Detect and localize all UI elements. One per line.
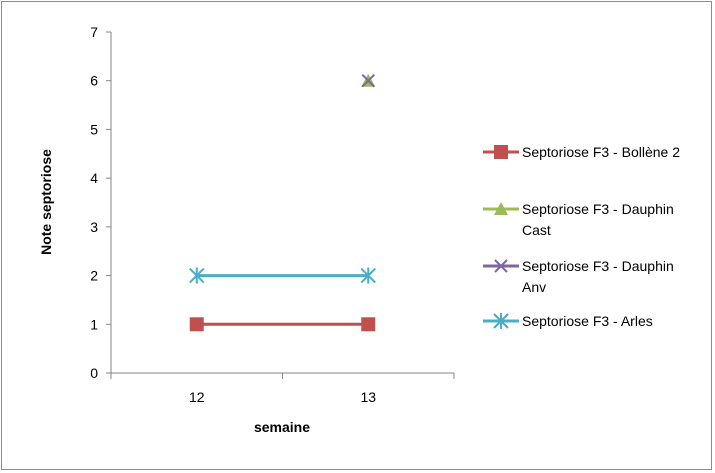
square-marker <box>189 317 204 332</box>
y-tick-label: 5 <box>90 121 98 137</box>
legend-label: Septoriose F3 - Arles <box>522 313 653 329</box>
legend-label: Septoriose F3 - Dauphin <box>522 258 674 274</box>
y-axis-title: Note septoriose <box>38 149 54 255</box>
x-marker-stroke <box>361 74 375 88</box>
x-tick-label: 13 <box>360 389 376 405</box>
y-tick-label: 1 <box>90 316 98 332</box>
legend-item: Septoriose F3 - Dauphin Anv <box>483 258 674 295</box>
x-axis-title: semaine <box>254 419 310 435</box>
x-marker-stroke <box>494 259 508 273</box>
y-tick-label: 6 <box>90 73 98 89</box>
legend-item: Septoriose F3 - Bollène 2 <box>483 144 680 160</box>
legend-label: Anv <box>522 279 546 295</box>
legend-swatch-marker <box>494 259 508 273</box>
y-tick-label: 7 <box>90 24 98 40</box>
legend-swatch-marker <box>493 313 509 329</box>
legend-swatch-marker <box>494 145 508 159</box>
square-marker <box>494 145 508 159</box>
y-tick-labels: 0 1 2 3 4 5 6 7 <box>90 24 98 381</box>
x-tick-label: 12 <box>189 389 205 405</box>
y-tick-label: 2 <box>90 268 98 284</box>
series-4 <box>189 267 376 284</box>
y-tick-label: 3 <box>90 219 98 235</box>
data-point <box>361 74 375 88</box>
square-marker <box>361 317 376 332</box>
data-point <box>360 267 376 284</box>
y-tick-label: 0 <box>90 365 98 381</box>
data-point <box>189 267 205 284</box>
legend-item: Septoriose F3 - Arles <box>483 313 653 329</box>
legend-label: Septoriose F3 - Dauphin <box>522 201 674 217</box>
triangle-marker <box>494 202 508 215</box>
data-point <box>361 317 376 332</box>
x-tick-labels: 12 13 <box>189 389 376 405</box>
data-point <box>189 317 204 332</box>
axes <box>106 31 455 379</box>
legend-swatch-marker <box>494 202 508 215</box>
legend-item: Septoriose F3 - Dauphin Cast <box>483 201 674 238</box>
legend-label: Cast <box>522 222 551 238</box>
series-1 <box>189 317 376 332</box>
plot-area <box>189 73 376 332</box>
legend-label: Septoriose F3 - Bollène 2 <box>522 144 680 160</box>
series-3 <box>361 74 375 88</box>
y-tick-label: 4 <box>90 170 98 186</box>
legend: Septoriose F3 - Bollène 2 Septoriose F3 -… <box>483 144 680 329</box>
